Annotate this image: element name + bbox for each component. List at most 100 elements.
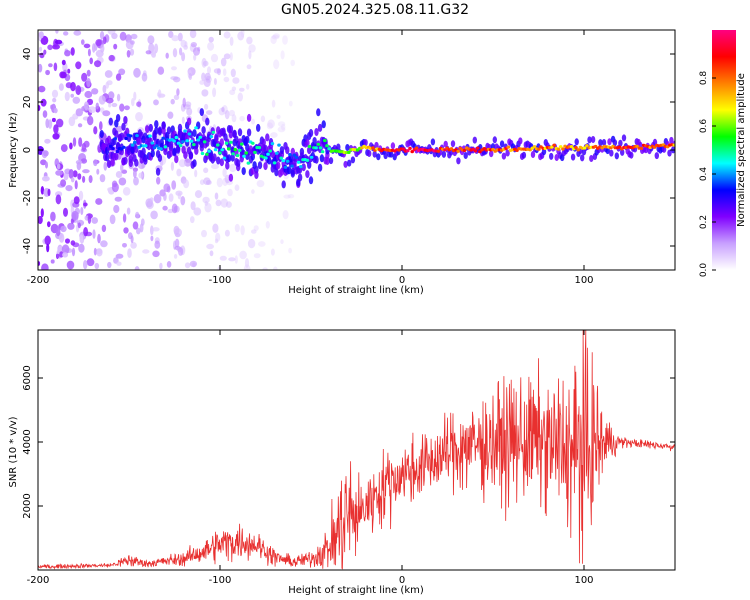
spectrogram-noise-blob bbox=[99, 174, 106, 183]
spectrogram-ridge-halo bbox=[245, 135, 250, 144]
spectrogram-noise-blob bbox=[204, 103, 209, 110]
spectrogram-ridge-core bbox=[294, 155, 299, 159]
spectrogram-ridge-halo bbox=[308, 129, 314, 137]
spectrogram-noise-blob bbox=[243, 264, 251, 270]
spectrogram-ridge-core bbox=[192, 143, 196, 147]
spectrogram-ridge-halo bbox=[114, 130, 119, 139]
spectrogram-ridge-halo bbox=[587, 136, 592, 144]
spectrogram-noise-blob bbox=[43, 49, 47, 55]
spectrogram-ridge-halo bbox=[343, 160, 348, 168]
spectrogram-noise-blob bbox=[168, 193, 174, 202]
spectrogram-noise-blob bbox=[70, 177, 75, 183]
spectrogram-noise-blob bbox=[44, 235, 51, 246]
spectrogram-noise-blob bbox=[165, 52, 169, 59]
spectrogram-noise-blob bbox=[179, 47, 183, 56]
spectrogram-ridge-halo bbox=[219, 158, 224, 167]
spectrogram-noise-blob bbox=[138, 172, 144, 179]
spectrogram-noise-blob bbox=[283, 194, 291, 199]
spectrogram-noise-blob bbox=[265, 221, 270, 229]
spectrogram-ridge-core bbox=[456, 149, 460, 153]
spectrogram-noise-blob bbox=[108, 103, 112, 108]
spectrogram-ridge-halo bbox=[281, 180, 286, 189]
spectrogram-noise-blob bbox=[67, 222, 75, 230]
spectrogram-noise-blob bbox=[183, 179, 190, 189]
spectrogram-ridge-core bbox=[222, 156, 227, 160]
spectrogram-ridge-halo bbox=[554, 154, 559, 161]
spectrogram-noise-blob bbox=[193, 54, 197, 61]
spectrogram-noise-blob bbox=[201, 72, 206, 82]
spectrogram-noise-blob bbox=[190, 42, 197, 48]
spectrogram-ridge-core bbox=[672, 143, 675, 147]
spectrogram-noise-blob bbox=[77, 222, 81, 229]
spectrogram-noise-blob bbox=[153, 99, 159, 106]
spectrogram-ridge-core bbox=[240, 142, 244, 146]
spectrogram-noise-blob bbox=[239, 115, 245, 122]
spectrogram-ylabel: Frequency (Hz) bbox=[8, 112, 19, 188]
spectrogram-noise-blob bbox=[281, 123, 286, 131]
spectrogram-noise-blob bbox=[106, 80, 113, 86]
spectrogram-noise-blob bbox=[280, 50, 285, 60]
spectrogram-noise-blob bbox=[219, 255, 227, 261]
spectrogram-noise-blob bbox=[120, 164, 124, 172]
spectrogram-noise-blob bbox=[177, 192, 182, 200]
spectrogram-ridge-halo bbox=[430, 138, 436, 146]
spectrogram-noise-blob bbox=[221, 106, 225, 112]
spectrogram-ridge-halo bbox=[598, 139, 603, 147]
spectrogram-ridge-halo bbox=[183, 151, 188, 160]
spectrogram-ridge-halo bbox=[308, 176, 314, 185]
spectrogram-ridge-halo bbox=[620, 148, 625, 156]
spectrogram-ridge-halo bbox=[250, 166, 255, 175]
spectrogram-noise-blob bbox=[215, 199, 222, 207]
spectrogram-ridge-core bbox=[109, 144, 113, 148]
spectrogram-ridge-core bbox=[211, 130, 216, 134]
spectrogram-noise-blob bbox=[181, 116, 185, 124]
spectrogram-ridge-halo bbox=[312, 137, 317, 145]
spectrogram-ridge-halo bbox=[263, 162, 268, 171]
spectrogram-ridge-core bbox=[198, 135, 203, 139]
spectrogram-ridge-core bbox=[128, 134, 133, 138]
spectrogram-ridge-halo bbox=[123, 156, 128, 165]
spectrogram-noise-blob bbox=[62, 31, 69, 36]
spectrogram-ridge-halo bbox=[383, 152, 388, 160]
snr-xtick-label: 100 bbox=[574, 575, 593, 586]
spectrogram-noise-blob bbox=[202, 196, 210, 204]
spectrogram-ridge-halo bbox=[216, 156, 221, 165]
spectrogram-noise-blob bbox=[162, 205, 168, 211]
spectrogram-noise-blob bbox=[246, 36, 253, 45]
spectrogram-noise-blob bbox=[126, 207, 131, 215]
spectrogram-noise-blob bbox=[203, 78, 211, 87]
spectrogram-noise-blob bbox=[203, 177, 211, 185]
spectrogram-ridge-halo bbox=[629, 151, 634, 159]
spectrogram-noise-blob bbox=[111, 102, 118, 108]
spectrogram-ridge-core bbox=[196, 138, 200, 142]
spectrogram-ridge-halo bbox=[609, 149, 614, 157]
spectrogram-ridge-halo bbox=[157, 153, 163, 162]
spectrogram-xlabel: Height of straight line (km) bbox=[288, 285, 424, 296]
snr-series-line bbox=[38, 330, 675, 570]
spectrogram-ridge-core bbox=[218, 151, 222, 155]
spectrogram-noise-blob bbox=[95, 198, 103, 205]
spectrogram-noise-blob bbox=[70, 240, 76, 246]
spectrogram-noise-blob bbox=[72, 170, 78, 178]
spectrogram-ridge-halo bbox=[246, 128, 252, 137]
spectrogram-noise-blob bbox=[118, 177, 127, 186]
spectrogram-noise-blob bbox=[84, 90, 93, 99]
spectrogram-ridge-core bbox=[290, 164, 294, 168]
spectrogram-noise-blob bbox=[166, 261, 172, 268]
spectrogram-ridge-halo bbox=[128, 159, 133, 168]
spectrogram-noise-blob bbox=[38, 105, 41, 111]
colorbar-label: Normalized spectral amplitude bbox=[736, 73, 747, 227]
spectrogram-noise-blob bbox=[38, 215, 43, 225]
spectrogram-noise-blob bbox=[204, 72, 211, 81]
spectrogram-ridge-halo bbox=[347, 159, 352, 167]
spectrogram-noise-blob bbox=[141, 72, 148, 82]
spectrogram-ridge-halo bbox=[226, 154, 232, 163]
spectrogram-ridge-core bbox=[305, 158, 310, 162]
spectrogram-ridge-core bbox=[296, 160, 301, 164]
snr-ytick-label: 6000 bbox=[22, 365, 33, 390]
spectrogram-ridge-halo bbox=[456, 157, 461, 165]
spectrogram-ridge-halo bbox=[134, 158, 139, 167]
spectrogram-ridge-halo bbox=[450, 140, 456, 148]
spectrogram-noise-blob bbox=[53, 107, 58, 114]
spectrogram-noise-blob bbox=[80, 207, 84, 215]
